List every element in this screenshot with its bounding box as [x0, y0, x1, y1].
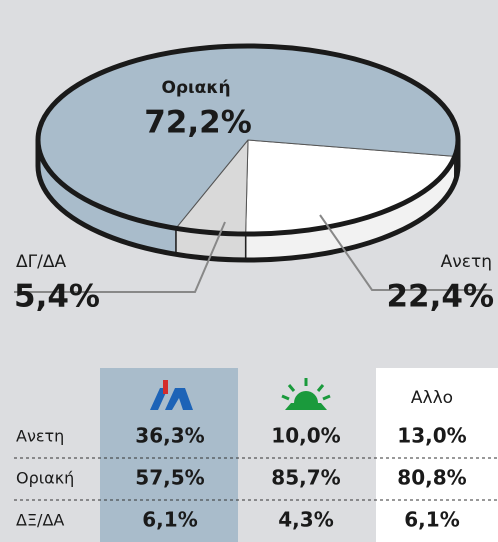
slice-label: Οριακή: [161, 78, 230, 98]
slice-label: ΔΓ/ΔΑ: [16, 252, 66, 272]
column-header: Αλλο: [411, 388, 453, 408]
pasok-logo: [281, 378, 331, 410]
slice-label: Ανετη: [441, 252, 492, 272]
other-column: [376, 368, 498, 542]
table-cell: 10,0%: [271, 424, 340, 448]
table-cell: 80,8%: [397, 466, 466, 490]
pie-outline-bottom: [35, 140, 461, 263]
table-cell: 57,5%: [135, 466, 204, 490]
row-label: Οριακή: [16, 469, 74, 488]
leader-line: [319, 214, 492, 291]
nd-column: [100, 368, 238, 542]
table-cell: 13,0%: [397, 424, 466, 448]
table-cell: 36,3%: [135, 424, 204, 448]
row-label: ΔΞ/ΔΑ: [16, 511, 64, 530]
nd-logo: [150, 380, 193, 410]
table-cell: 6,1%: [142, 508, 197, 532]
table-cell: 6,1%: [404, 508, 459, 532]
table-cell: 85,7%: [271, 466, 340, 490]
slice-value: 72,2%: [144, 105, 252, 141]
row-label: Ανετη: [16, 427, 64, 446]
slice-value: 5,4%: [14, 279, 100, 315]
table-cell: 4,3%: [278, 508, 333, 532]
slice-value: 22,4%: [386, 279, 494, 315]
leader-line: [14, 221, 226, 293]
